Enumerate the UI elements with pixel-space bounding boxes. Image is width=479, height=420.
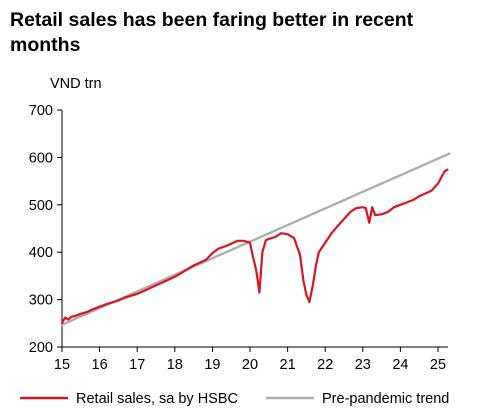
x-axis-ticks: 15 16 17 18 19 20 21 22 23 24 25: [54, 347, 446, 373]
x-tick-label: 24: [392, 357, 408, 373]
series-line-retail-sales: [60, 168, 449, 325]
x-tick-label: 20: [242, 357, 258, 373]
legend: Retail sales, sa by HSBC Pre-pandemic tre…: [20, 391, 449, 407]
x-tick-label: 21: [280, 357, 296, 373]
y-axis-unit-label: VND trn: [50, 76, 102, 92]
chart-axes: [61, 110, 448, 348]
x-tick-label: 15: [54, 357, 70, 373]
legend-item-pre-pandemic-trend-label: Pre-pandemic trend: [322, 391, 449, 407]
x-tick-label: 19: [204, 357, 220, 373]
x-tick-label: 25: [430, 357, 446, 373]
series-lines: [60, 152, 451, 326]
x-tick-label: 17: [129, 357, 145, 373]
y-axis-ticks: 200 300 400 500 600 700: [29, 103, 62, 356]
y-tick-label: 400: [29, 245, 53, 261]
x-tick-label: 22: [317, 357, 333, 373]
y-tick-label: 700: [29, 103, 53, 119]
x-tick-label: 16: [92, 357, 108, 373]
x-tick-label: 18: [167, 357, 183, 373]
y-tick-label: 200: [29, 340, 53, 356]
x-tick-label: 23: [355, 357, 371, 373]
chart-title: Retail sales has been faring better in r…: [10, 9, 414, 56]
legend-item-retail-sales-label: Retail sales, sa by HSBC: [76, 391, 238, 407]
y-tick-label: 300: [29, 293, 53, 309]
y-tick-label: 600: [29, 150, 53, 166]
y-tick-label: 500: [29, 198, 53, 214]
